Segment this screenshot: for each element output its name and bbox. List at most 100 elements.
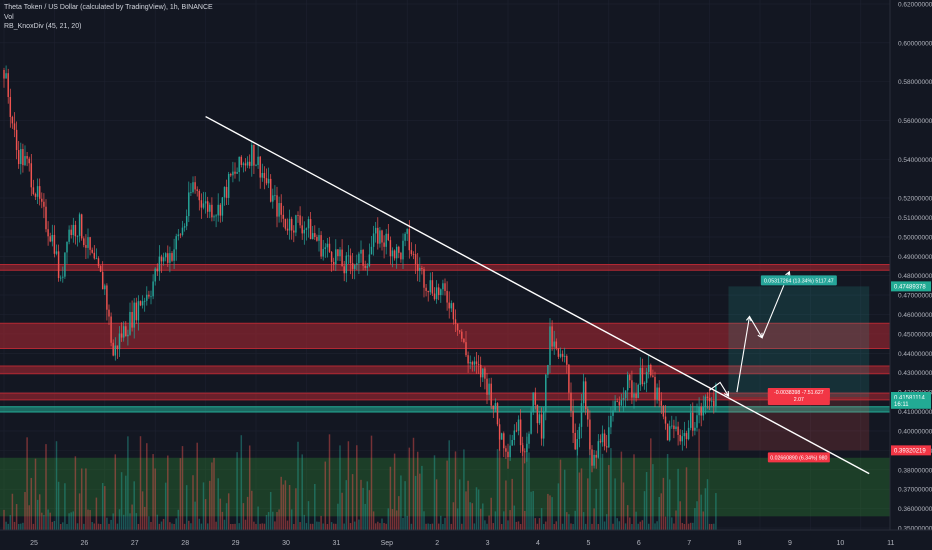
candle-body — [450, 303, 453, 309]
candle-body — [148, 294, 150, 297]
candle-body — [574, 432, 576, 450]
volume-bar — [106, 517, 108, 530]
y-tick-label: 0.40000000 — [898, 428, 932, 435]
volume-bar — [435, 479, 438, 530]
volume-bar — [383, 523, 385, 530]
candle-body — [469, 362, 471, 364]
volume-bar — [154, 468, 156, 530]
volume-bar — [595, 488, 597, 530]
volume-bar — [490, 497, 492, 530]
volume-bar — [708, 523, 711, 530]
candle-body — [458, 330, 461, 332]
candle-body — [534, 392, 537, 405]
candle-body — [167, 253, 169, 263]
candle-body — [288, 218, 291, 231]
volume-bar — [127, 436, 129, 530]
volume-bar — [406, 515, 408, 530]
projection-arrow[interactable] — [736, 316, 751, 393]
volume-bar — [211, 462, 213, 530]
candle-body — [30, 163, 33, 188]
symbol-title[interactable]: Theta Token / US Dollar (calculated by T… — [4, 4, 213, 11]
volume-bar — [677, 468, 679, 530]
candle-body — [211, 204, 213, 218]
volume-bar — [416, 451, 419, 530]
candle-body — [318, 235, 320, 241]
volume-bar — [576, 448, 579, 530]
volume-bar — [97, 523, 100, 530]
candle-body — [395, 246, 398, 259]
volume-bar — [202, 482, 205, 530]
candle-body — [62, 276, 64, 278]
candle-body — [114, 345, 117, 356]
position-target-area[interactable] — [728, 286, 870, 397]
price-tag-label: 0.41581114 — [894, 395, 925, 401]
time-axis[interactable] — [0, 530, 932, 550]
volume-label[interactable]: Vol — [4, 13, 14, 21]
candle-body — [566, 355, 568, 365]
volume-bar — [534, 518, 537, 530]
volume-bar — [246, 496, 249, 530]
y-tick-label: 0.58000000 — [898, 79, 932, 86]
volume-bar — [68, 513, 70, 530]
volume-bar — [706, 479, 709, 530]
volume-bar — [3, 509, 5, 530]
volume-bar — [587, 478, 589, 530]
candle-body — [589, 419, 591, 450]
volume-bar — [687, 523, 690, 530]
candle-body — [112, 342, 114, 356]
candle-body — [639, 367, 642, 385]
candle-body — [66, 241, 68, 253]
candle-body — [259, 156, 261, 178]
indicator-label[interactable]: RB_KnoxDiv (45, 21, 20) — [4, 23, 82, 30]
candle-body — [547, 365, 549, 375]
candle-body — [183, 226, 186, 228]
volume-bar — [391, 509, 394, 530]
candle-body — [511, 439, 513, 446]
trendline[interactable] — [205, 115, 870, 475]
volume-bar — [675, 510, 677, 530]
candle-body — [11, 116, 14, 124]
volume-bar — [404, 481, 406, 530]
x-tick-label: 6 — [637, 540, 641, 547]
candle-body — [164, 253, 167, 258]
candle-body — [553, 341, 555, 347]
volume-bar — [206, 523, 209, 530]
volume-bar — [295, 488, 297, 530]
candle-body — [286, 228, 289, 231]
volume-bar — [125, 475, 127, 530]
position-stop-area[interactable] — [728, 397, 870, 451]
volume-bar — [519, 523, 522, 530]
volume-bar — [131, 504, 133, 530]
y-tick-label: 0.52000000 — [898, 196, 932, 203]
candle-body — [528, 433, 530, 444]
volume-bar — [148, 516, 150, 530]
candle-body — [362, 249, 364, 266]
candle-body — [209, 204, 211, 212]
candle-body — [85, 245, 87, 248]
volume-bar — [700, 494, 702, 530]
volume-bar — [358, 519, 360, 530]
candle-body — [671, 425, 673, 427]
volume-bar — [217, 478, 219, 530]
x-tick-label: 2 — [435, 540, 439, 547]
candle-body — [597, 441, 600, 458]
candle-body — [467, 355, 469, 364]
candle-body — [110, 316, 112, 343]
volume-bar — [530, 491, 532, 530]
price-axis[interactable] — [890, 0, 932, 550]
target-label-box — [760, 275, 837, 286]
volume-bar — [200, 523, 203, 530]
candle-body — [116, 345, 119, 350]
projection-arrow[interactable] — [709, 381, 729, 397]
candle-body — [332, 261, 335, 265]
volume-bar — [633, 454, 635, 530]
volume-bar — [38, 494, 41, 530]
candle-body — [448, 302, 450, 309]
candle-body — [156, 268, 159, 272]
volume-bar — [414, 475, 417, 530]
volume-bar — [692, 522, 694, 530]
volume-bar — [332, 523, 335, 530]
projection-arrow[interactable] — [749, 316, 763, 339]
